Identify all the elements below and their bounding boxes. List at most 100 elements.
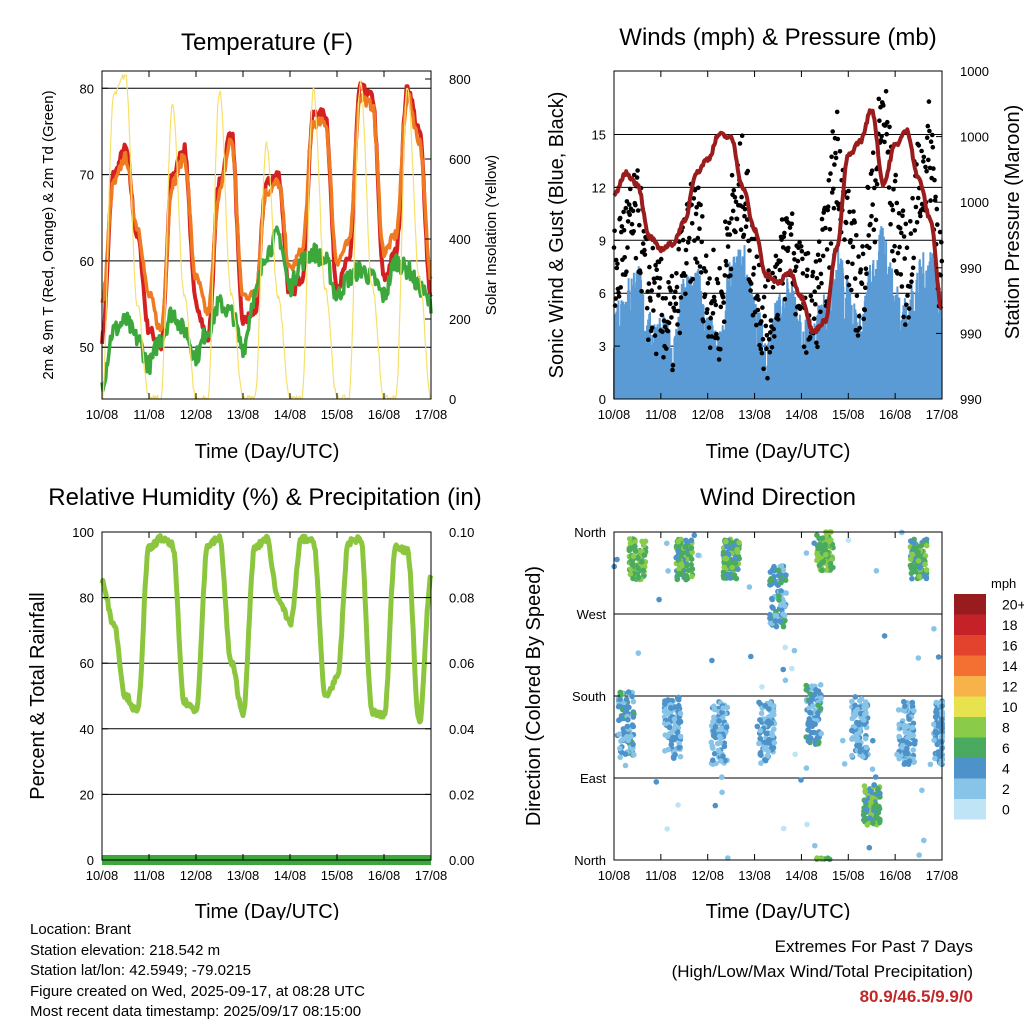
direction-point: [677, 733, 684, 740]
gust-point: [816, 239, 822, 244]
direction-point: [731, 572, 738, 578]
y-tick-label-right: 990: [960, 392, 982, 407]
direction-point: [915, 655, 922, 661]
gust-point: [845, 195, 850, 201]
gust-point: [921, 154, 927, 160]
gust-point: [627, 212, 632, 218]
direction-point: [662, 707, 669, 714]
gust-point: [733, 229, 738, 235]
direction-point: [666, 724, 673, 731]
gust-point: [707, 276, 712, 281]
x-tick-label: 17/08: [415, 868, 448, 883]
y-tick-label: 9: [599, 233, 606, 248]
gust-point: [653, 262, 658, 268]
gust-point: [743, 224, 749, 229]
direction-point: [653, 779, 660, 785]
gust-point: [685, 240, 691, 245]
gust-point: [674, 271, 679, 276]
direction-point: [677, 753, 684, 760]
gust-point: [892, 243, 897, 249]
direction-point: [712, 802, 719, 809]
direction-point: [780, 666, 786, 673]
gust-point: [648, 298, 653, 303]
gust-point: [642, 247, 647, 253]
gust-point: [905, 293, 910, 298]
direction-point: [781, 603, 788, 609]
direction-point: [861, 721, 867, 727]
gust-point: [659, 312, 665, 318]
winds-title: Winds (mph) & Pressure (mb): [619, 24, 936, 51]
direction-point: [911, 707, 917, 714]
gust-point: [758, 346, 764, 352]
gust-point: [755, 307, 761, 313]
gust-point: [860, 244, 865, 249]
gust-point: [670, 367, 675, 373]
gust-point: [661, 355, 666, 360]
winds-ylabel: Sonic Wind & Gust (Blue, Black): [546, 92, 568, 379]
winds-panel: Winds (mph) & Pressure (mb) 0 3 6 9 12 15 990 9…: [546, 24, 1024, 463]
gust-point: [810, 269, 816, 275]
direction-point: [862, 788, 868, 795]
gust-point: [718, 346, 723, 352]
gust-point: [932, 177, 937, 183]
direction-point: [732, 554, 739, 561]
gust-point: [710, 311, 716, 316]
direction-point: [915, 549, 921, 555]
direction-point: [616, 703, 623, 709]
gust-point: [856, 254, 861, 259]
gust-point: [930, 132, 935, 138]
gust-point: [877, 118, 882, 123]
direction-point: [630, 741, 636, 748]
direction-point: [617, 696, 623, 703]
gust-point: [855, 333, 861, 338]
gust-point: [865, 185, 871, 190]
direction-point: [935, 749, 942, 755]
direction-point: [664, 540, 670, 547]
gust-point: [904, 245, 910, 250]
gust-point: [804, 273, 810, 279]
gust-point: [664, 346, 669, 351]
gust-point: [651, 308, 656, 313]
x-tick-label: 14/08: [785, 407, 818, 422]
direction-point: [630, 723, 637, 730]
gust-point: [674, 284, 680, 290]
direction-point: [766, 736, 772, 743]
direction-point: [627, 571, 634, 578]
direction-point: [894, 751, 900, 758]
gust-point: [805, 267, 810, 273]
gust-point: [888, 222, 893, 227]
gust-point: [860, 251, 866, 257]
gust-point: [830, 129, 835, 134]
gust-point: [931, 166, 936, 171]
direction-points: [611, 529, 945, 863]
direction-point: [817, 682, 824, 688]
direction-point: [904, 723, 910, 730]
direction-point: [809, 683, 815, 689]
direction-point: [632, 539, 638, 545]
series-9m-t: [100, 91, 433, 333]
gust-point: [851, 209, 856, 214]
x-tick-label: 12/08: [180, 407, 213, 422]
gust-point: [739, 133, 745, 138]
gust-point: [858, 267, 864, 272]
direction-point: [900, 737, 906, 744]
direction-point: [874, 815, 881, 821]
gust-point: [928, 139, 934, 144]
direction-point: [723, 555, 730, 562]
direction-point: [679, 563, 685, 569]
direction-point: [674, 703, 681, 710]
gust-point: [756, 297, 761, 302]
x-tick-label: 16/08: [368, 868, 401, 883]
direction-point: [724, 543, 730, 550]
direction-point: [901, 761, 908, 767]
direction-point: [678, 553, 684, 559]
recent-timestamp: Most recent data timestamp: 2025/09/17 0…: [30, 1003, 362, 1020]
gust-point: [872, 239, 878, 245]
direction-point: [623, 696, 630, 703]
direction-point: [688, 545, 695, 551]
direction-point: [757, 717, 763, 723]
y-tick-label-right: 800: [449, 72, 471, 87]
direction-point: [630, 698, 637, 705]
direction-point: [896, 755, 902, 762]
direction-point: [758, 760, 764, 766]
